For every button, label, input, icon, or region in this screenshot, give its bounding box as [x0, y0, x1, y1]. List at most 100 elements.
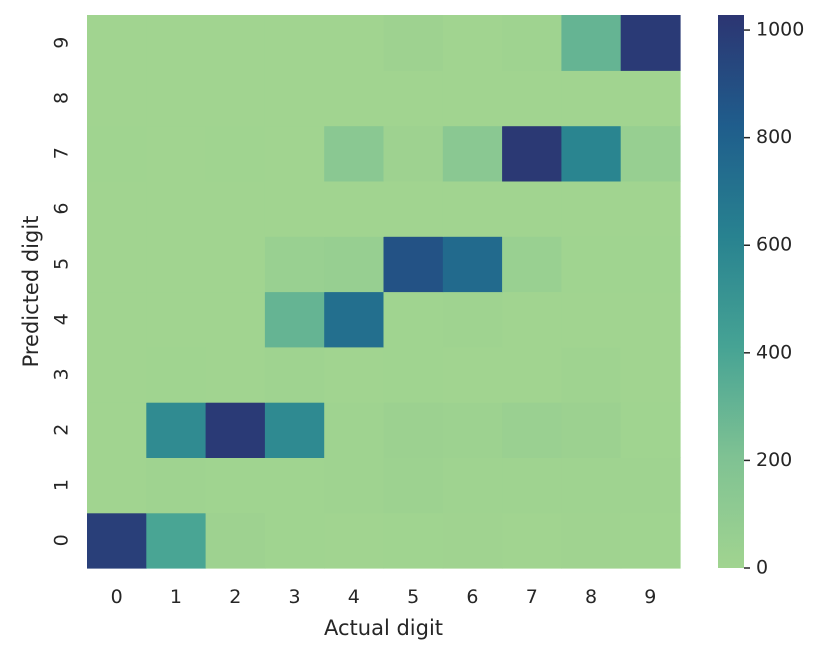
colorbar-tick-label: 0: [756, 557, 768, 579]
heatmap-cell-pred-1-actual-8: [561, 457, 622, 514]
x-axis-title: Actual digit: [324, 616, 443, 640]
heatmap-cell-pred-0-actual-0: [87, 512, 147, 569]
heatmap-cell-pred-7-actual-0: [87, 125, 147, 182]
heatmap-cell-pred-1-actual-9: [620, 457, 681, 514]
x-tick-label: 4: [348, 586, 360, 608]
heatmap-cell-pred-5-actual-9: [620, 236, 681, 293]
heatmap-cell-pred-4-actual-1: [146, 291, 207, 348]
heatmap-cell-pred-8-actual-7: [502, 70, 562, 127]
heatmap-cell-pred-5-actual-4: [324, 236, 385, 293]
heatmap-cell-pred-5-actual-3: [264, 236, 325, 293]
y-tick-label: 9: [51, 37, 73, 49]
heatmap-cell-pred-6-actual-2: [205, 180, 266, 237]
heatmap-cell-pred-6-actual-4: [324, 180, 385, 237]
heatmap-cell-pred-9-actual-3: [264, 15, 325, 71]
x-tick-labels: 0 1 2 3 4 5 6 7 8 9: [111, 586, 657, 608]
heatmap-cell-pred-5-actual-2: [205, 236, 266, 293]
colorbar-tick-label: 1000: [756, 19, 804, 41]
heatmap-cell-pred-4-actual-0: [87, 291, 147, 348]
heatmap-cell-pred-0-actual-3: [264, 512, 325, 569]
heatmap-cell-pred-3-actual-6: [442, 346, 503, 403]
heatmap-cell-pred-7-actual-3: [264, 125, 325, 182]
heatmap-cell-pred-2-actual-6: [442, 402, 503, 458]
x-tick-label: 8: [585, 586, 597, 608]
heatmap-cell-pred-1-actual-2: [205, 457, 266, 514]
heatmap-cell-pred-6-actual-1: [146, 180, 207, 237]
heatmap-cell-pred-0-actual-6: [442, 512, 503, 569]
heatmap-cell-pred-4-actual-5: [383, 291, 444, 348]
heatmap-cell-pred-0-actual-2: [205, 512, 266, 569]
heatmap-cell-pred-3-actual-4: [324, 346, 385, 403]
heatmap-cell-pred-4-actual-4: [324, 291, 385, 348]
heatmap-cell-pred-8-actual-2: [205, 70, 266, 127]
heatmap-cell-pred-6-actual-6: [442, 180, 503, 237]
heatmap-cell-pred-0-actual-1: [146, 512, 207, 569]
heatmap-cell-pred-6-actual-5: [383, 180, 444, 237]
heatmap-cell-pred-6-actual-8: [561, 180, 622, 237]
heatmap-cell-pred-5-actual-8: [561, 236, 622, 293]
heatmap-cell-pred-1-actual-6: [442, 457, 503, 514]
x-tick-label: 3: [289, 586, 301, 608]
colorbar-tick-label: 600: [756, 234, 792, 256]
heatmap-cell-pred-5-actual-6: [442, 236, 503, 293]
heatmap-cell-pred-4-actual-8: [561, 291, 622, 348]
heatmap-cell-pred-1-actual-0: [87, 457, 147, 514]
heatmap-cell-pred-1-actual-3: [264, 457, 325, 514]
heatmap-cell-pred-1-actual-7: [502, 457, 562, 514]
heatmap-cell-pred-7-actual-5: [383, 125, 444, 182]
heatmap-cell-pred-3-actual-5: [383, 346, 444, 403]
heatmap-cell-pred-6-actual-7: [502, 180, 562, 237]
heatmap-cell-pred-7-actual-6: [442, 125, 503, 182]
heatmap-cell-pred-2-actual-2: [205, 402, 266, 458]
y-tick-label: 0: [51, 534, 73, 546]
heatmap-cell-pred-3-actual-2: [205, 346, 266, 403]
heatmap-cell-pred-8-actual-1: [146, 70, 207, 127]
heatmap-cell-pred-0-actual-4: [324, 512, 385, 569]
heatmap-cell-pred-4-actual-3: [264, 291, 325, 348]
heatmap-cell-pred-9-actual-6: [442, 15, 503, 71]
y-tick-label: 7: [51, 147, 73, 159]
heatmap-cell-pred-8-actual-4: [324, 70, 385, 127]
heatmap-cell-pred-5-actual-5: [383, 236, 444, 293]
colorbar-tick-label: 800: [756, 126, 792, 148]
heatmap-cell-pred-2-actual-0: [87, 402, 147, 458]
heatmap-cell-pred-3-actual-7: [502, 346, 562, 403]
heatmap-cell-pred-9-actual-7: [502, 15, 562, 71]
heatmap-cells: [87, 15, 681, 569]
heatmap-cell-pred-8-actual-9: [620, 70, 681, 127]
x-tick-label: 7: [526, 586, 538, 608]
heatmap-cell-pred-3-actual-9: [620, 346, 681, 403]
heatmap-cell-pred-3-actual-0: [87, 346, 147, 403]
x-tick-label: 2: [229, 586, 241, 608]
heatmap-cell-pred-9-actual-8: [561, 15, 622, 71]
heatmap-cell-pred-0-actual-8: [561, 512, 622, 569]
x-tick-label: 1: [170, 586, 182, 608]
heatmap-cell-pred-2-actual-7: [502, 402, 562, 458]
x-tick-label: 0: [111, 586, 123, 608]
heatmap-cell-pred-0-actual-9: [620, 512, 681, 569]
colorbar: [718, 15, 744, 568]
heatmap-cell-pred-3-actual-1: [146, 346, 207, 403]
heatmap-cell-pred-2-actual-5: [383, 402, 444, 458]
heatmap-cell-pred-3-actual-3: [264, 346, 325, 403]
heatmap-cell-pred-8-actual-0: [87, 70, 147, 127]
y-axis-title: Predicted digit: [19, 216, 43, 368]
colorbar-ticks: 0 200 400 600 800 1000: [744, 19, 804, 579]
heatmap-cell-pred-6-actual-0: [87, 180, 147, 237]
heatmap-cell-pred-8-actual-3: [264, 70, 325, 127]
heatmap-cell-pred-0-actual-7: [502, 512, 562, 569]
heatmap-cell-pred-9-actual-1: [146, 15, 207, 71]
heatmap-cell-pred-7-actual-7: [502, 125, 562, 182]
y-tick-label: 3: [51, 368, 73, 380]
x-tick-label: 9: [644, 586, 656, 608]
heatmap-cell-pred-6-actual-9: [620, 180, 681, 237]
y-tick-label: 5: [51, 258, 73, 270]
y-tick-label: 6: [51, 203, 73, 215]
heatmap-cell-pred-7-actual-4: [324, 125, 385, 182]
heatmap-cell-pred-8-actual-8: [561, 70, 622, 127]
heatmap-cell-pred-3-actual-8: [561, 346, 622, 403]
heatmap-cell-pred-7-actual-1: [146, 125, 207, 182]
heatmap-cell-pred-2-actual-3: [264, 402, 325, 458]
